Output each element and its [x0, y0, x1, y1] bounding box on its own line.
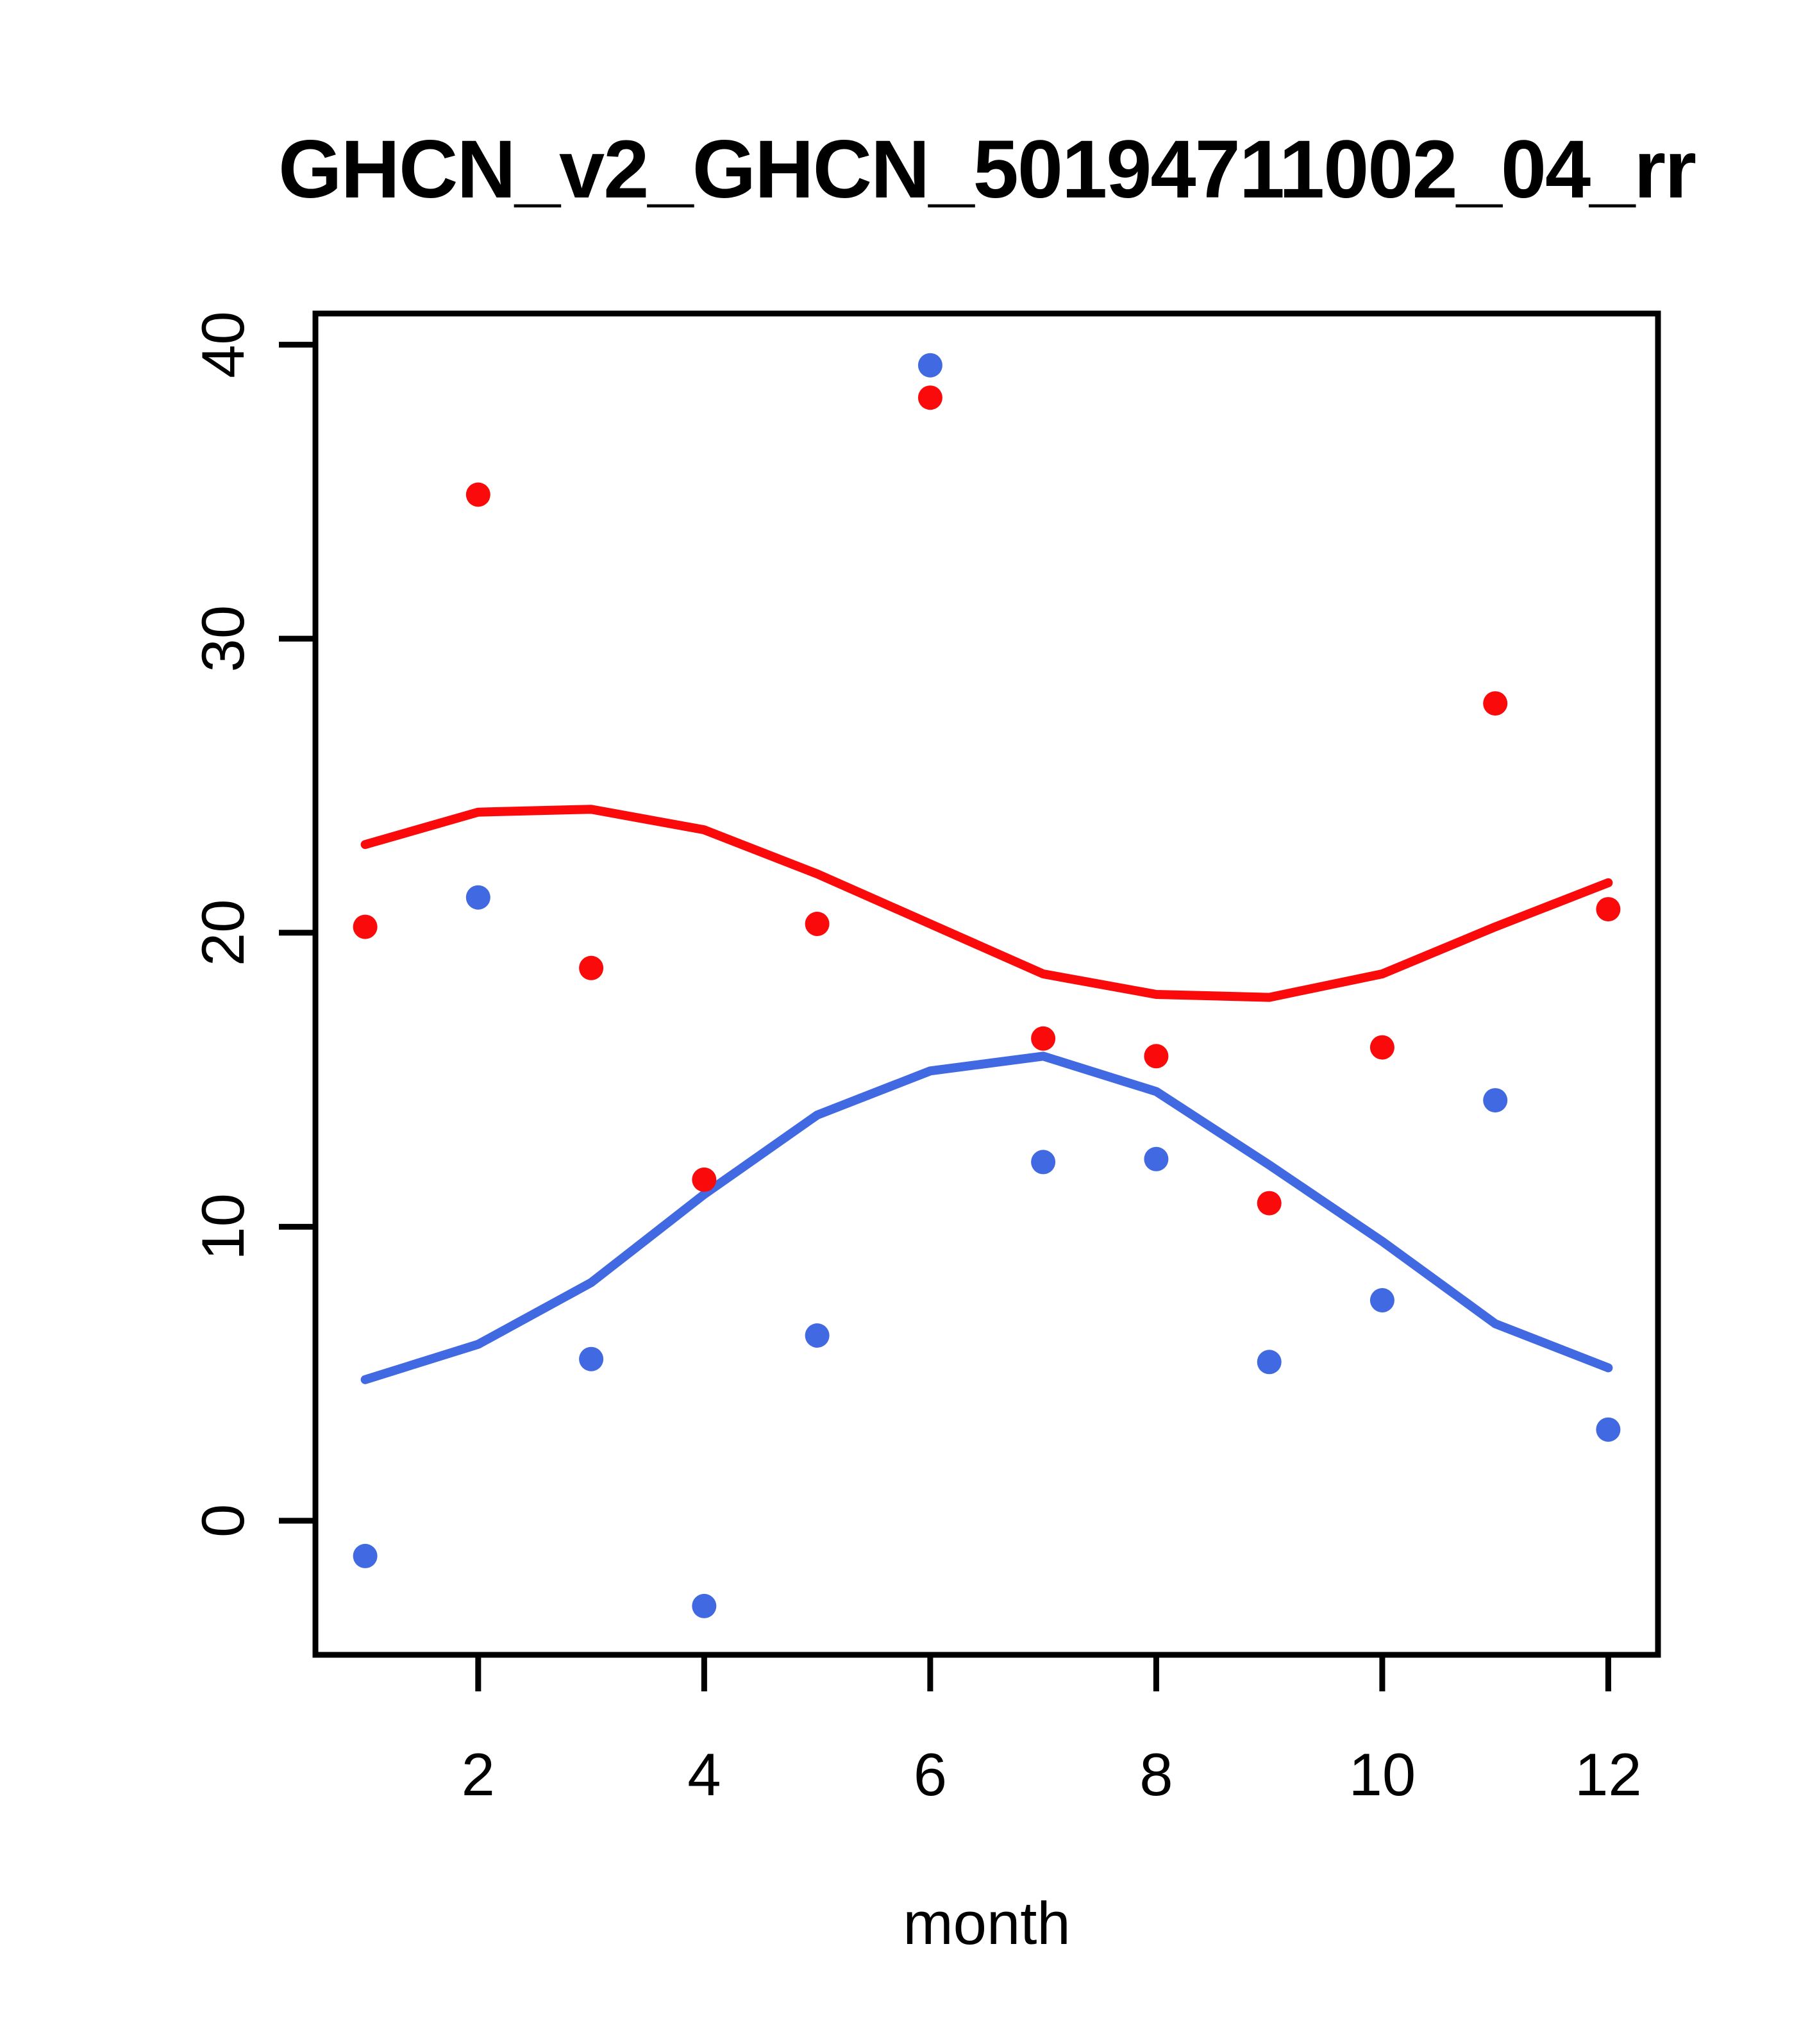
blue-data-point — [692, 1593, 717, 1618]
red-data-point — [465, 482, 490, 507]
red-data-point — [1483, 691, 1508, 716]
blue-point-series — [353, 353, 1621, 1618]
red-data-point — [353, 914, 378, 939]
x-tick-label: 10 — [1349, 1741, 1416, 1808]
red-data-point — [1257, 1191, 1282, 1216]
x-axis-label: month — [903, 1889, 1070, 1957]
x-tick-label: 4 — [687, 1741, 721, 1808]
y-tick-label: 0 — [189, 1504, 256, 1537]
blue-data-point — [353, 1543, 378, 1568]
red-data-point — [1596, 897, 1621, 922]
red-data-point — [579, 955, 604, 980]
blue-data-point — [1257, 1350, 1282, 1375]
red-point-series — [353, 385, 1621, 1216]
blue-data-point — [1031, 1150, 1056, 1175]
red-data-point — [692, 1167, 717, 1192]
y-axis-ticks — [279, 342, 315, 1524]
red-data-point — [917, 385, 942, 410]
red-data-point — [1144, 1044, 1169, 1069]
y-axis-tick-labels: 0 10 20 30 40 — [189, 311, 256, 1537]
x-tick-label: 2 — [462, 1741, 495, 1808]
blue-data-point — [465, 885, 490, 910]
x-tick-label: 12 — [1575, 1741, 1642, 1808]
y-tick-label: 30 — [189, 605, 256, 673]
blue-data-point — [917, 353, 942, 378]
y-tick-label: 10 — [189, 1193, 256, 1261]
blue-lowess-line — [360, 1051, 1613, 1384]
red-data-point — [1031, 1026, 1056, 1051]
red-lowess-line — [360, 805, 1613, 1002]
blue-data-point — [579, 1346, 604, 1371]
blue-data-point — [1144, 1146, 1169, 1171]
plot-border-box — [312, 310, 1661, 1658]
chart-title: GHCN_v2_GHCN_50194711002_04_rr — [278, 124, 1695, 215]
red-data-point — [1369, 1035, 1394, 1060]
blue-data-point — [805, 1323, 830, 1348]
x-tick-label: 6 — [914, 1741, 947, 1808]
red-data-point — [805, 912, 830, 936]
x-tick-label: 8 — [1139, 1741, 1173, 1808]
blue-data-point — [1483, 1088, 1508, 1113]
blue-data-point — [1369, 1288, 1394, 1312]
y-tick-label: 20 — [189, 899, 256, 966]
x-axis-ticks — [475, 1655, 1611, 1691]
blue-data-point — [1596, 1417, 1621, 1442]
y-tick-label: 40 — [189, 311, 256, 378]
x-axis-tick-labels: 2 4 6 8 10 12 — [462, 1741, 1642, 1808]
